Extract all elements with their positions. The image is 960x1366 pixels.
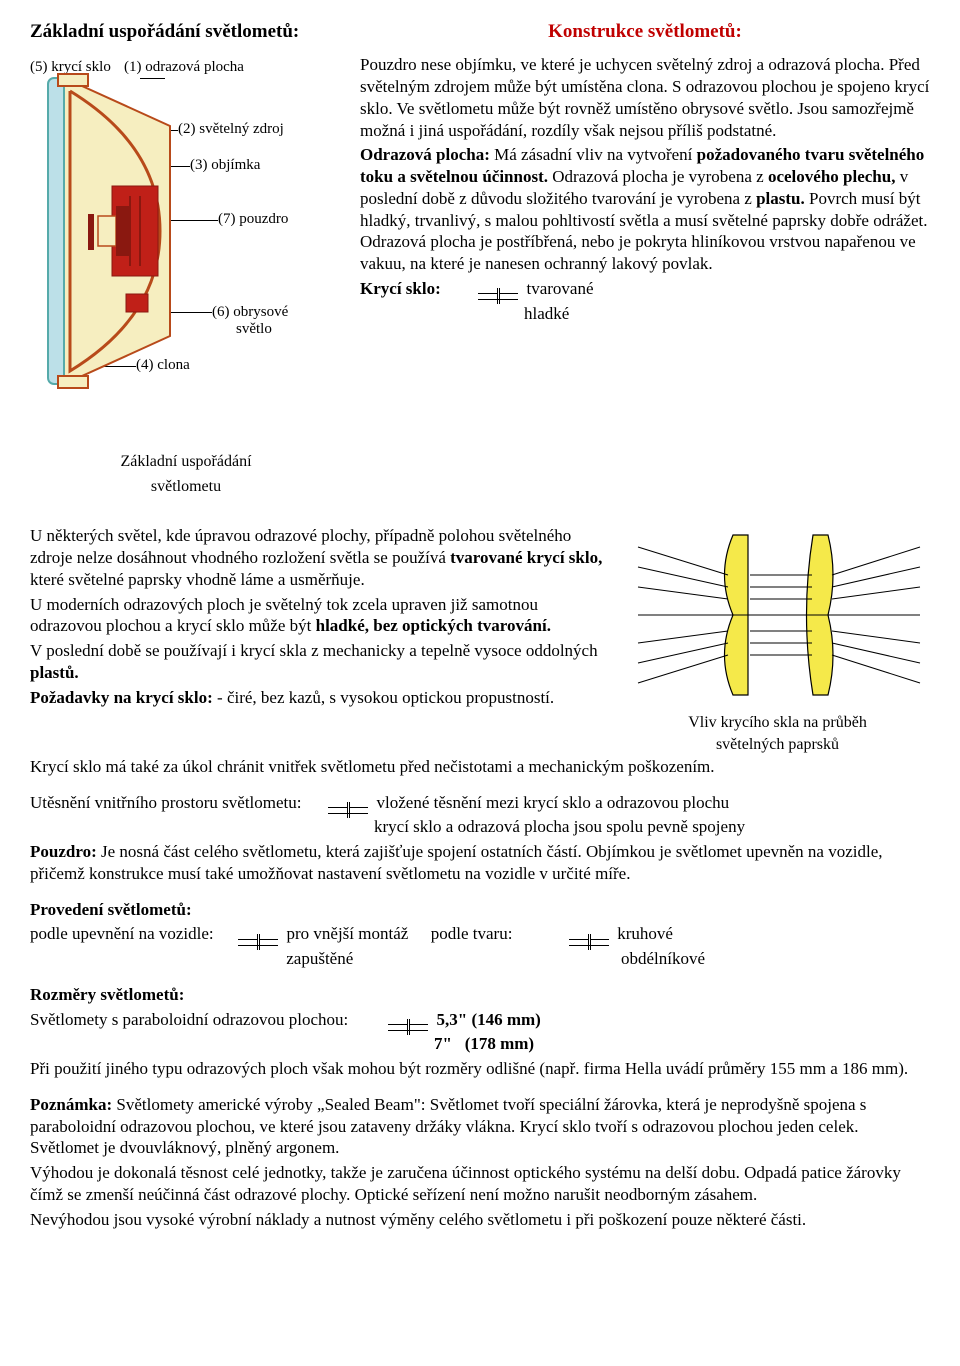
lens-diagram: Vliv krycího skla na průběh světelných p… [625,525,930,756]
paragraph: U některých světel, kde úpravou odrazové… [30,525,607,590]
diagram-title: Základní uspořádání světlometů: [30,20,342,44]
size: 7" (178 mm) [434,1034,534,1053]
bold: plastů. [30,663,79,682]
size: 5,3" (146 mm) [437,1010,541,1029]
bold: plastu. [756,189,805,208]
intro-text: Pouzdro nese objímku, ve které je uchyce… [360,54,930,141]
label-3: (3) objímka [190,156,260,175]
txt: V poslední době se používají i krycí skl… [30,641,598,660]
option: krycí sklo a odrazová plocha jsou spolu … [374,816,930,838]
provedeni-row2: zapuštěné obdélníkové [30,948,930,970]
bold: Pouzdro: [30,842,97,861]
size-row: 7" (178 mm) [434,1033,930,1055]
paragraph: Nevýhodou jsou vysoké výrobní náklady a … [30,1209,930,1231]
section-title: Konstrukce světlometů: [548,21,742,42]
bold: hladké, bez optických tvarování. [316,616,551,635]
txt: Má zásadní vliv na vytvoření [490,145,697,164]
bold: Poznámka: [30,1095,112,1114]
txt: Odrazová plocha je vyrobena z [548,167,768,186]
kryci-row: Krycí sklo: tvarované [360,278,930,300]
paragraph: Při použití jiného typu odrazových ploch… [30,1058,930,1080]
label: podle tvaru: [431,923,561,945]
label-7: (7) pouzdro [218,210,288,229]
label: podle upevnění na vozidle: [30,923,230,945]
option: obdélníkové [621,949,705,968]
txt: Je nosná část celého světlometu, která z… [30,842,883,883]
seal-label: Utěsnění vnitřního prostoru světlometu: [30,792,320,814]
headlamp-svg [30,66,180,396]
option: pro vnější montáž [287,923,427,945]
paragraph: Výhodou je dokonalá těsnost celé jednotk… [30,1162,930,1206]
txt: Světlomety americké výroby „Sealed Beam"… [30,1095,866,1158]
option: hladké [524,303,930,325]
bold: tvarované krycí sklo, [450,548,602,567]
txt: které světelné paprsky vhodně láme a usm… [30,570,365,589]
option: vložené těsnění mezi krycí sklo a odrazo… [377,793,730,812]
rozmery-row: Světlomety s paraboloidní odrazovou ploc… [30,1009,930,1031]
headlamp-diagram: (5) krycí sklo (1) odrazová plocha (2) s… [30,48,342,448]
odrazova-paragraph: Odrazová plocha: Má zásadní vliv na vytv… [360,144,930,275]
lens-caption-2: světelných paprsků [625,735,930,755]
pouzdro-paragraph: Pouzdro: Je nosná část celého světlometu… [30,841,930,885]
provedeni-row: podle upevnění na vozidle: pro vnější mo… [30,923,930,945]
txt: - čiré, bez kazů, s vysokou optickou pro… [213,688,554,707]
option: tvarované [527,279,594,298]
label-2: (2) světelný zdroj [178,120,284,139]
provedeni-title: Provedení světlometů: [30,899,930,921]
diagram-caption-1: Základní uspořádání [30,452,342,472]
seal-row: Utěsnění vnitřního prostoru světlometu: … [30,792,930,814]
paragraph: Krycí sklo má také za úkol chránit vnitř… [30,756,930,778]
label-6b: světlo [236,320,272,339]
option: kruhové [617,924,673,943]
rozmery-title: Rozměry světlometů: [30,984,930,1006]
option: zapuštěné [286,948,426,970]
paragraph: U moderních odrazových ploch je světelný… [30,594,607,638]
paragraph: V poslední době se používají i krycí skl… [30,640,607,684]
bold: Požadavky na krycí sklo: [30,688,213,707]
diagram-caption-2: světlometu [30,477,342,497]
bold: ocelového plechu, [768,167,896,186]
paragraph: Požadavky na krycí sklo: - čiré, bez kaz… [30,687,607,709]
label: Světlomety s paraboloidní odrazovou ploc… [30,1009,380,1031]
lens-caption-1: Vliv krycího skla na průběh [625,713,930,733]
odrazova-label: Odrazová plocha: [360,145,490,164]
kryci-label: Krycí sklo: [360,278,470,300]
poznamka-paragraph: Poznámka: Světlomety americké výroby „Se… [30,1094,930,1159]
